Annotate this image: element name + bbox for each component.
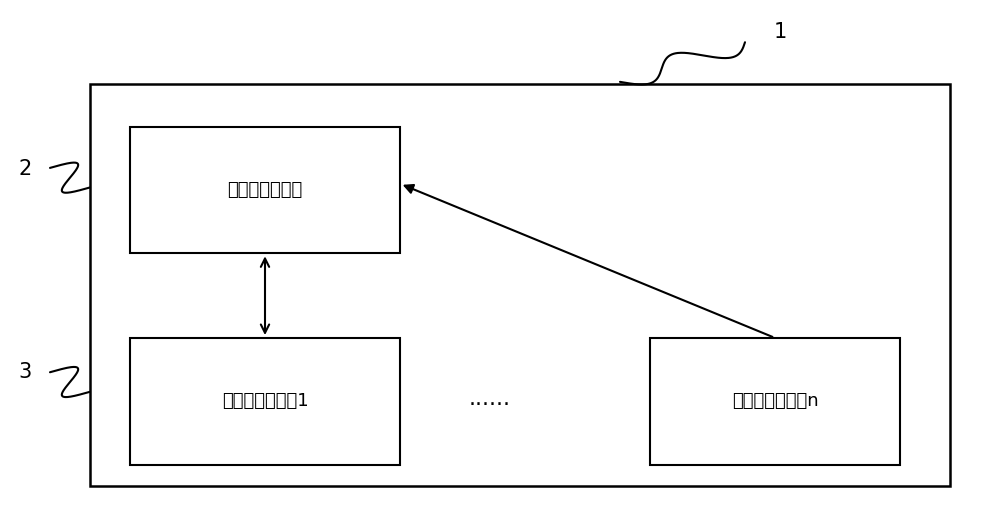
Bar (130, 338, 400, 465)
Text: 地面地图计算机: 地面地图计算机 (227, 181, 303, 199)
Text: 2: 2 (18, 159, 32, 179)
Text: 车载地图计算机1: 车载地图计算机1 (222, 392, 308, 410)
Text: 3: 3 (18, 362, 32, 382)
Bar (650, 338, 900, 465)
Text: ......: ...... (469, 389, 511, 409)
Text: 车载地图计算机n: 车载地图计算机n (732, 392, 818, 410)
Bar (130, 127, 400, 253)
Text: 1: 1 (773, 22, 787, 42)
Bar (90, 84, 950, 486)
